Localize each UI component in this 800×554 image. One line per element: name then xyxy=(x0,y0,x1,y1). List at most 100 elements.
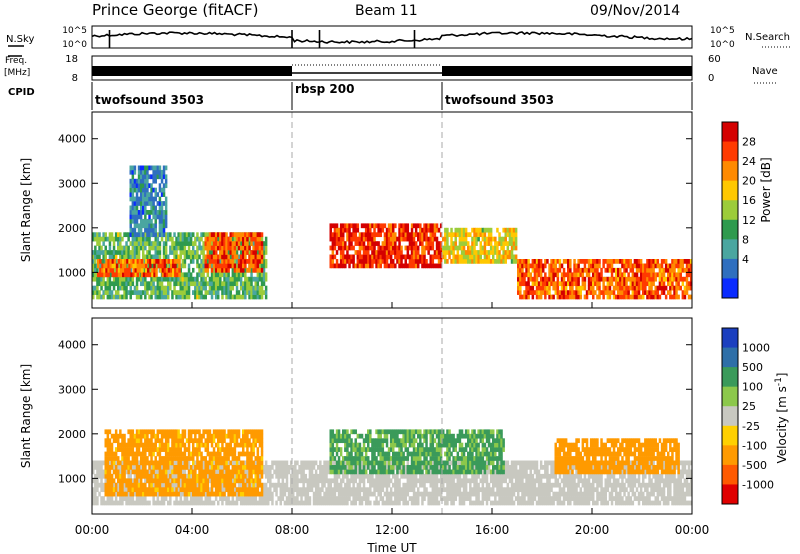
vel-cell xyxy=(444,496,447,501)
power-cell xyxy=(239,254,243,260)
vel-cell xyxy=(337,487,341,493)
vel-cell xyxy=(94,465,97,470)
vel-cell xyxy=(325,500,328,506)
power-cell xyxy=(169,267,173,273)
power-cell xyxy=(687,272,691,278)
vel-cell xyxy=(323,473,326,479)
vel-cell xyxy=(262,465,266,470)
vel-cell xyxy=(339,500,343,506)
vel-cell xyxy=(571,496,574,501)
power-cell xyxy=(175,276,178,282)
power-cell xyxy=(150,201,153,206)
power-cell xyxy=(148,250,151,255)
power-cell xyxy=(98,290,101,295)
power-cell xyxy=(467,259,470,264)
power-cell xyxy=(156,245,160,251)
power-cell xyxy=(671,281,674,287)
vel-cell xyxy=(352,487,355,493)
vel-cell xyxy=(452,487,455,493)
power-cell xyxy=(142,241,145,246)
power-cell xyxy=(179,241,182,246)
power-cell xyxy=(439,223,443,229)
power-cell xyxy=(400,250,403,255)
power-cell xyxy=(339,245,343,251)
power-cell xyxy=(252,232,255,238)
vel-cell xyxy=(587,491,591,497)
power-cell xyxy=(217,263,220,269)
power-cell xyxy=(237,259,241,264)
power-cell xyxy=(178,267,181,273)
power-cell xyxy=(96,241,99,246)
vel-cell xyxy=(319,478,322,484)
power-cell xyxy=(208,281,212,287)
power-cell xyxy=(169,232,172,238)
power-cell xyxy=(256,276,260,282)
vel-cell xyxy=(410,473,414,479)
vel-cell xyxy=(298,465,301,470)
power-cell xyxy=(169,263,173,269)
power-cell xyxy=(506,227,510,233)
vel-cell xyxy=(562,487,566,493)
power-cell xyxy=(162,201,166,206)
power-cell xyxy=(548,281,551,287)
power-cell xyxy=(139,276,143,282)
power-cell xyxy=(446,245,449,251)
vel-cell xyxy=(437,465,441,470)
vel-cell xyxy=(175,500,178,506)
power-cell xyxy=(146,254,149,260)
power-cell xyxy=(519,290,522,295)
power-cell xyxy=(160,201,164,206)
power-cell xyxy=(250,285,253,291)
power-cell xyxy=(337,241,341,246)
power-cell xyxy=(252,259,255,264)
power-cell xyxy=(658,281,662,287)
vel-cell xyxy=(227,460,230,466)
power-cell xyxy=(412,254,416,260)
power-cell xyxy=(256,267,260,273)
power-cell xyxy=(596,263,599,269)
vel-cell xyxy=(485,460,489,466)
power-cell xyxy=(435,236,439,242)
power-cell xyxy=(162,210,166,215)
power-cell xyxy=(183,245,187,251)
power-cell xyxy=(625,267,628,273)
power-cell xyxy=(112,241,116,246)
power-cell xyxy=(356,263,360,269)
power-cell xyxy=(202,285,205,291)
power-cell xyxy=(144,223,147,229)
power-cell xyxy=(389,236,393,242)
power-cell xyxy=(373,236,376,242)
power-cell xyxy=(429,223,432,229)
vel-cell xyxy=(96,473,99,479)
power-cell xyxy=(217,285,220,291)
power-cell xyxy=(535,263,539,269)
vel-cell xyxy=(298,491,301,497)
power-cell xyxy=(164,241,168,246)
power-cell xyxy=(652,276,655,282)
power-cell xyxy=(163,272,167,278)
power-cell xyxy=(483,227,487,233)
power-cell xyxy=(101,263,104,269)
power-cell xyxy=(658,267,662,273)
vel-cell xyxy=(127,473,130,479)
vel-cell xyxy=(358,487,362,493)
power-cell xyxy=(164,285,168,291)
power-cell xyxy=(404,259,407,264)
power-cell xyxy=(229,241,232,246)
power-cell xyxy=(192,254,195,260)
power-cell xyxy=(151,259,154,264)
vel-cell xyxy=(187,500,191,506)
power-cell xyxy=(252,236,255,242)
vel-cell xyxy=(398,478,401,484)
vel-cell xyxy=(504,500,507,506)
power-cell xyxy=(681,294,685,300)
power-cell xyxy=(648,294,651,300)
power-cell xyxy=(367,259,370,264)
power-cell xyxy=(177,276,180,282)
power-cell xyxy=(254,254,257,260)
vel-cell xyxy=(542,465,545,470)
vel-cell xyxy=(554,473,557,479)
vel-cell xyxy=(223,487,226,493)
vel-cell xyxy=(277,460,280,466)
power-cell xyxy=(650,290,653,295)
